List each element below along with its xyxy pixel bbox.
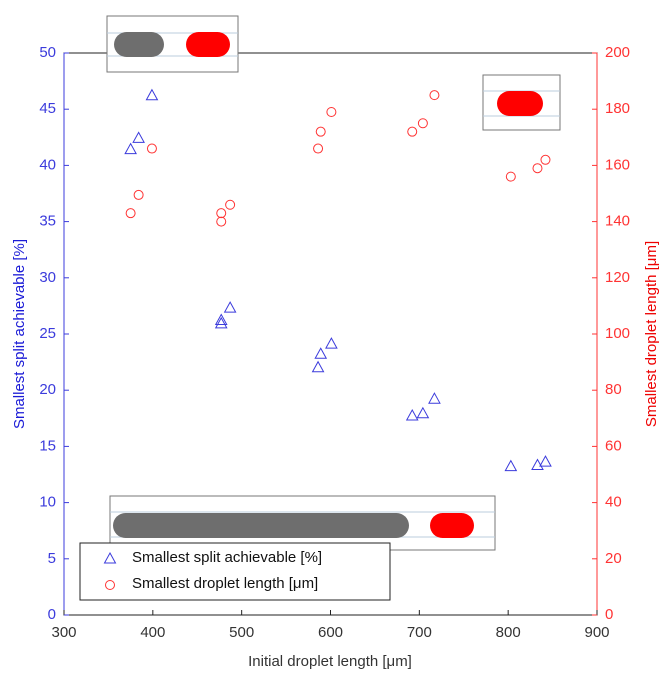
legend-box: [79, 542, 391, 601]
marker: [125, 208, 136, 219]
x-tick-label: 400: [140, 624, 165, 641]
marker: [315, 126, 326, 137]
marker: [314, 347, 328, 359]
marker: [214, 316, 228, 329]
marker: [124, 142, 137, 155]
y-tick-label: 0: [48, 606, 56, 623]
y2-axis-label: Smallest droplet length [μm]: [643, 241, 660, 427]
marker: [326, 107, 337, 118]
x-tick-label: 300: [51, 624, 76, 641]
y-tick-label: 25: [39, 325, 56, 342]
marker: [103, 551, 117, 564]
x-tick-label: 800: [496, 624, 521, 641]
marker: [313, 143, 324, 154]
y-tick-label: 45: [39, 100, 56, 117]
inset-image: [482, 74, 561, 131]
marker: [405, 409, 419, 421]
x-tick-label: 900: [584, 624, 609, 641]
marker: [505, 171, 516, 182]
marker: [417, 118, 428, 129]
marker: [407, 126, 418, 137]
y2-tick-label: 140: [605, 213, 630, 230]
y2-tick-label: 160: [605, 156, 630, 173]
y-tick-label: 35: [39, 213, 56, 230]
marker: [532, 163, 543, 174]
y2-tick-label: 100: [605, 325, 630, 342]
x-axis-label: Initial droplet length [μm]: [248, 653, 412, 670]
marker: [132, 131, 145, 143]
marker: [540, 154, 551, 165]
marker: [428, 392, 441, 404]
marker: [216, 208, 227, 219]
marker: [146, 143, 157, 154]
legend-label: Smallest split achievable [%]: [132, 549, 322, 566]
marker: [539, 455, 552, 467]
marker: [429, 90, 440, 101]
y2-tick-label: 20: [605, 550, 622, 567]
inset-image: [109, 495, 496, 551]
marker: [504, 459, 518, 472]
y2-tick-label: 40: [605, 494, 622, 511]
marker: [145, 88, 159, 101]
y-tick-label: 40: [39, 156, 56, 173]
y2-tick-label: 120: [605, 269, 630, 286]
x-tick-label: 500: [229, 624, 254, 641]
marker: [531, 458, 544, 471]
x-tick-label: 700: [407, 624, 432, 641]
marker: [416, 406, 430, 419]
marker: [311, 360, 325, 373]
y-tick-label: 50: [39, 44, 56, 61]
y-tick-label: 10: [39, 494, 56, 511]
y-axis-label: Smallest split achievable [%]: [11, 239, 28, 429]
y-tick-label: 5: [48, 550, 56, 567]
marker: [133, 189, 144, 200]
marker: [225, 199, 236, 210]
legend-label: Smallest droplet length [μm]: [132, 575, 318, 592]
marker: [105, 580, 115, 590]
y2-tick-label: 180: [605, 100, 630, 117]
x-tick-label: 600: [318, 624, 343, 641]
marker: [325, 337, 338, 349]
marker: [214, 313, 228, 326]
y2-tick-label: 80: [605, 381, 622, 398]
marker: [216, 216, 227, 227]
y-tick-label: 20: [39, 381, 56, 398]
marker: [223, 301, 237, 313]
y2-tick-label: 0: [605, 606, 613, 623]
y2-tick-label: 200: [605, 44, 630, 61]
inset-image: [106, 15, 239, 73]
y-tick-label: 15: [39, 437, 56, 454]
y-tick-label: 30: [39, 269, 56, 286]
y2-tick-label: 60: [605, 437, 622, 454]
